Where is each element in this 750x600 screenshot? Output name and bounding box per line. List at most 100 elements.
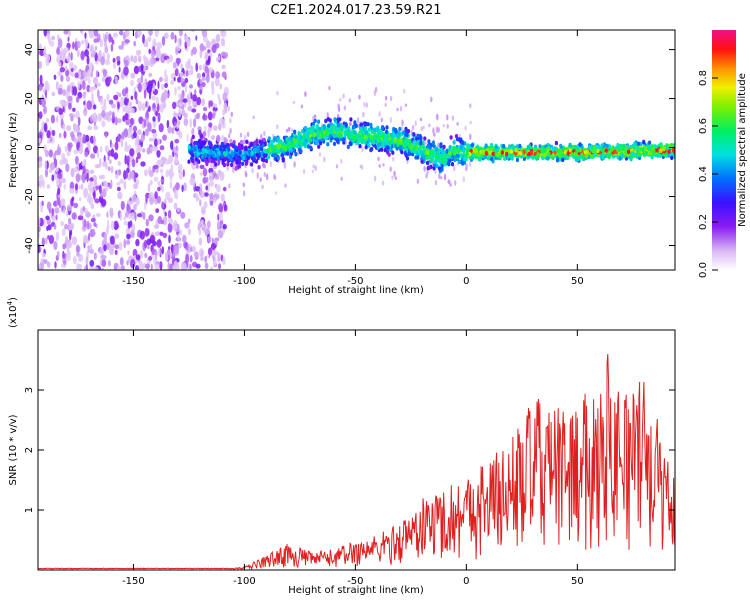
noise-point bbox=[135, 238, 140, 247]
band-point bbox=[663, 152, 667, 157]
band-point bbox=[399, 145, 403, 150]
noise-point bbox=[130, 79, 135, 87]
noise-point bbox=[158, 247, 161, 257]
noise-point bbox=[102, 188, 107, 198]
band-point bbox=[509, 149, 513, 154]
noise-point bbox=[51, 91, 56, 97]
noise-point bbox=[101, 105, 107, 111]
noise-point bbox=[161, 92, 167, 102]
chart-title: C2E1.2024.017.23.59.R21 bbox=[270, 3, 441, 18]
noise-point bbox=[222, 92, 228, 102]
noise-point bbox=[191, 127, 195, 136]
band-point bbox=[514, 148, 518, 153]
noise-point bbox=[93, 252, 97, 260]
noise-point bbox=[62, 157, 68, 165]
snr-frame bbox=[37, 329, 676, 571]
noise-point bbox=[401, 125, 404, 133]
band-point bbox=[393, 138, 397, 143]
noise-point bbox=[147, 36, 152, 43]
noise-point bbox=[38, 84, 43, 91]
noise-point bbox=[154, 231, 161, 236]
noise-point bbox=[72, 41, 75, 50]
noise-point bbox=[144, 227, 149, 237]
noise-point bbox=[437, 142, 440, 148]
noise-point bbox=[199, 190, 205, 199]
noise-point bbox=[86, 100, 92, 111]
band-point bbox=[456, 137, 460, 142]
noise-point bbox=[177, 207, 180, 212]
noise-point bbox=[117, 186, 121, 192]
band-point bbox=[455, 150, 459, 155]
noise-point bbox=[141, 120, 144, 129]
noise-point bbox=[144, 169, 148, 177]
noise-point bbox=[228, 133, 231, 139]
band-point bbox=[618, 156, 622, 161]
noise-point bbox=[55, 231, 60, 242]
noise-point bbox=[202, 72, 206, 78]
band-point bbox=[349, 135, 353, 140]
band-point bbox=[668, 143, 672, 148]
noise-point bbox=[189, 84, 193, 89]
band-point bbox=[238, 144, 242, 150]
noise-point bbox=[204, 262, 209, 270]
band-point bbox=[354, 123, 358, 128]
noise-point bbox=[109, 235, 115, 245]
noise-point bbox=[184, 77, 189, 84]
noise-point bbox=[69, 61, 74, 69]
band-point bbox=[301, 129, 305, 134]
band-point bbox=[282, 142, 286, 147]
noise-point bbox=[126, 239, 131, 245]
noise-point bbox=[89, 249, 94, 254]
noise-point bbox=[106, 53, 110, 60]
noise-point bbox=[38, 225, 41, 233]
band-point bbox=[279, 148, 283, 153]
band-point bbox=[578, 148, 582, 153]
noise-point bbox=[230, 111, 233, 117]
band-point bbox=[624, 149, 628, 155]
noise-point bbox=[199, 50, 203, 59]
noise-point bbox=[155, 208, 160, 214]
band-point bbox=[309, 145, 313, 150]
noise-point bbox=[44, 237, 48, 245]
noise-point bbox=[128, 126, 134, 134]
noise-point bbox=[191, 245, 197, 252]
band-point bbox=[285, 137, 289, 142]
noise-point bbox=[434, 180, 438, 186]
noise-point bbox=[183, 112, 188, 119]
noise-point bbox=[97, 50, 102, 60]
band-point bbox=[364, 145, 368, 150]
noise-point bbox=[135, 135, 140, 145]
noise-point bbox=[44, 149, 49, 157]
noise-point bbox=[83, 91, 87, 96]
band-point bbox=[376, 138, 380, 144]
noise-point bbox=[190, 30, 196, 33]
noise-point bbox=[73, 149, 79, 155]
noise-point bbox=[159, 231, 164, 236]
noise-point bbox=[71, 236, 77, 245]
noise-point bbox=[182, 234, 187, 243]
noise-point bbox=[396, 107, 399, 112]
noise-point bbox=[75, 173, 81, 183]
noise-point bbox=[51, 129, 56, 137]
noise-point bbox=[50, 114, 55, 124]
noise-point bbox=[94, 164, 101, 169]
noise-point bbox=[401, 119, 404, 126]
noise-point bbox=[188, 69, 193, 76]
noise-point bbox=[167, 197, 173, 204]
noise-point bbox=[203, 106, 208, 112]
noise-point bbox=[124, 39, 130, 44]
band-point bbox=[280, 152, 284, 158]
noise-point bbox=[239, 132, 243, 138]
band-point bbox=[336, 123, 341, 128]
band-point bbox=[413, 146, 417, 151]
noise-point bbox=[202, 177, 208, 184]
noise-point bbox=[116, 118, 122, 124]
band-point bbox=[635, 146, 640, 151]
noise-point bbox=[215, 71, 221, 79]
noise-point bbox=[160, 168, 164, 174]
noise-point bbox=[251, 167, 254, 174]
spectrogram-y-ticks: 40 20 0 -20 -40 bbox=[24, 43, 675, 254]
noise-point bbox=[103, 232, 107, 243]
noise-point bbox=[348, 98, 352, 103]
band-point bbox=[515, 144, 519, 149]
